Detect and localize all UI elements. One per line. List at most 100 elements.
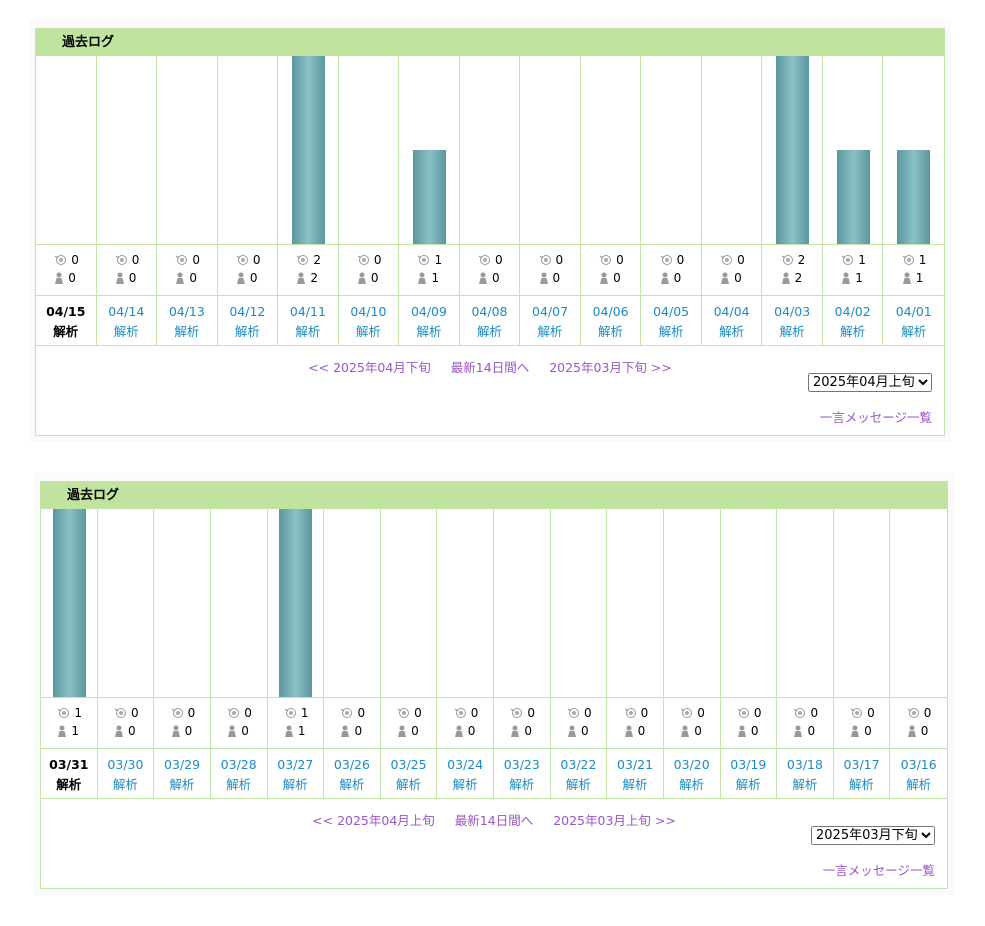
visitors-count: 0	[624, 724, 645, 738]
hits-count: 1	[841, 253, 866, 267]
analysis-link[interactable]: 解析	[295, 324, 321, 339]
analysis-link[interactable]: 解析	[792, 777, 818, 792]
date-label[interactable]: 03/26	[333, 757, 370, 772]
analysis-link[interactable]: 解析	[452, 777, 478, 792]
visitors-count: 0	[793, 724, 815, 738]
analysis-link[interactable]: 解析	[537, 324, 563, 339]
date-label[interactable]: 03/29	[164, 757, 201, 772]
date-label[interactable]: 03/28	[220, 757, 257, 772]
analysis-link[interactable]: 解析	[658, 324, 684, 339]
date-label[interactable]: 04/02	[834, 304, 871, 319]
hits-value: 0	[640, 706, 649, 720]
analysis-link[interactable]: 解析	[476, 324, 502, 339]
hits-value: 0	[252, 253, 261, 267]
date-label[interactable]: 04/05	[653, 304, 690, 319]
date-label[interactable]: 04/09	[410, 304, 447, 319]
message-link[interactable]: 一言メッセージ一覧	[819, 410, 932, 425]
period-select[interactable]: 2025年03月下旬	[811, 826, 935, 845]
analysis-link[interactable]: 解析	[355, 324, 381, 339]
nav-latest[interactable]: 最新14日間へ	[454, 813, 534, 828]
date-label[interactable]: 03/17	[843, 757, 880, 772]
date-label[interactable]: 03/18	[786, 757, 823, 772]
bar-cell	[210, 509, 268, 698]
date-label[interactable]: 04/04	[713, 304, 750, 319]
date-label[interactable]: 03/23	[503, 757, 540, 772]
date-label[interactable]: 03/30	[107, 757, 144, 772]
bar-cell	[641, 56, 702, 245]
date-label[interactable]: 04/10	[350, 304, 387, 319]
visitors-count: 1	[417, 271, 439, 285]
hits-value: 0	[923, 706, 932, 720]
analysis-link[interactable]: 解析	[339, 777, 365, 792]
analysis-link[interactable]: 解析	[282, 777, 308, 792]
hits-count: 2	[296, 253, 321, 267]
analysis-link[interactable]: 解析	[396, 777, 422, 792]
nav-next[interactable]: 2025年03月上旬 >>	[553, 813, 676, 828]
analysis-link[interactable]: 解析	[113, 324, 139, 339]
visitors-icon	[228, 725, 237, 737]
bar-cell	[494, 509, 551, 698]
analysis-link[interactable]: 解析	[719, 324, 745, 339]
hits-value: 0	[527, 706, 535, 720]
analysis-link[interactable]: 解析	[679, 777, 705, 792]
analysis-link[interactable]: 解析	[840, 324, 866, 339]
visitors-count: 0	[478, 271, 500, 285]
date-label[interactable]: 03/25	[390, 757, 427, 772]
date-label[interactable]: 04/01	[895, 304, 932, 319]
analysis-link[interactable]: 解析	[169, 777, 195, 792]
visitors-icon	[341, 725, 350, 737]
bar	[52, 509, 86, 697]
hits-count: 0	[793, 706, 818, 720]
analysis-link[interactable]: 解析	[234, 324, 260, 339]
analysis-link[interactable]: 解析	[901, 324, 927, 339]
hits-icon	[478, 255, 490, 265]
analysis-link[interactable]: 解析	[509, 777, 535, 792]
analysis-link[interactable]: 解析	[598, 324, 624, 339]
visitors-value: 0	[467, 724, 476, 738]
date-cell: 04/12 解析	[217, 296, 279, 346]
date-label[interactable]: 04/11	[289, 304, 326, 319]
date-label[interactable]: 03/27	[277, 757, 314, 772]
analysis-link[interactable]: 解析	[226, 777, 252, 792]
nav-next[interactable]: 2025年03月下旬 >>	[549, 360, 672, 375]
date-label[interactable]: 03/22	[560, 757, 597, 772]
nav-latest[interactable]: 最新14日間へ	[450, 360, 530, 375]
analysis-link[interactable]: 解析	[849, 777, 875, 792]
date-label[interactable]: 04/03	[774, 304, 811, 319]
nav-prev[interactable]: << 2025年04月下旬	[308, 360, 431, 375]
date-label[interactable]: 04/13	[168, 304, 205, 319]
hits-value: 0	[867, 706, 875, 720]
visitors-value: 0	[354, 724, 363, 738]
date-label[interactable]: 03/16	[900, 757, 937, 772]
period-select[interactable]: 2025年04月上旬	[808, 373, 932, 392]
analysis-link[interactable]: 解析	[779, 324, 805, 339]
analysis-link[interactable]: 解析	[622, 777, 648, 792]
date-label[interactable]: 03/20	[673, 757, 710, 772]
date-label[interactable]: 03/24	[447, 757, 484, 772]
date-label[interactable]: 04/06	[592, 304, 629, 319]
analysis-link[interactable]: 解析	[112, 777, 138, 792]
analysis-link[interactable]: 解析	[906, 777, 932, 792]
analysis-link[interactable]: 解析	[174, 324, 200, 339]
date-label[interactable]: 04/14	[108, 304, 145, 319]
analysis-link[interactable]: 解析	[416, 324, 442, 339]
visitors-count: 0	[510, 724, 532, 738]
message-link[interactable]: 一言メッセージ一覧	[822, 863, 935, 878]
date-label[interactable]: 04/12	[229, 304, 266, 319]
date-label[interactable]: 03/19	[730, 757, 767, 772]
analysis-link[interactable]: 解析	[735, 777, 761, 792]
date-cell: 03/16 解析	[890, 749, 947, 799]
date-cell: 04/02 解析	[822, 296, 884, 346]
hits-count: 0	[720, 253, 745, 267]
nav-prev[interactable]: << 2025年04月上旬	[312, 813, 435, 828]
date-label[interactable]: 04/07	[532, 304, 569, 319]
visitors-count: 0	[660, 271, 681, 285]
date-label[interactable]: 03/21	[617, 757, 654, 772]
analysis-link[interactable]: 解析	[565, 777, 591, 792]
date-label[interactable]: 04/08	[471, 304, 508, 319]
visitors-count: 0	[397, 724, 419, 738]
